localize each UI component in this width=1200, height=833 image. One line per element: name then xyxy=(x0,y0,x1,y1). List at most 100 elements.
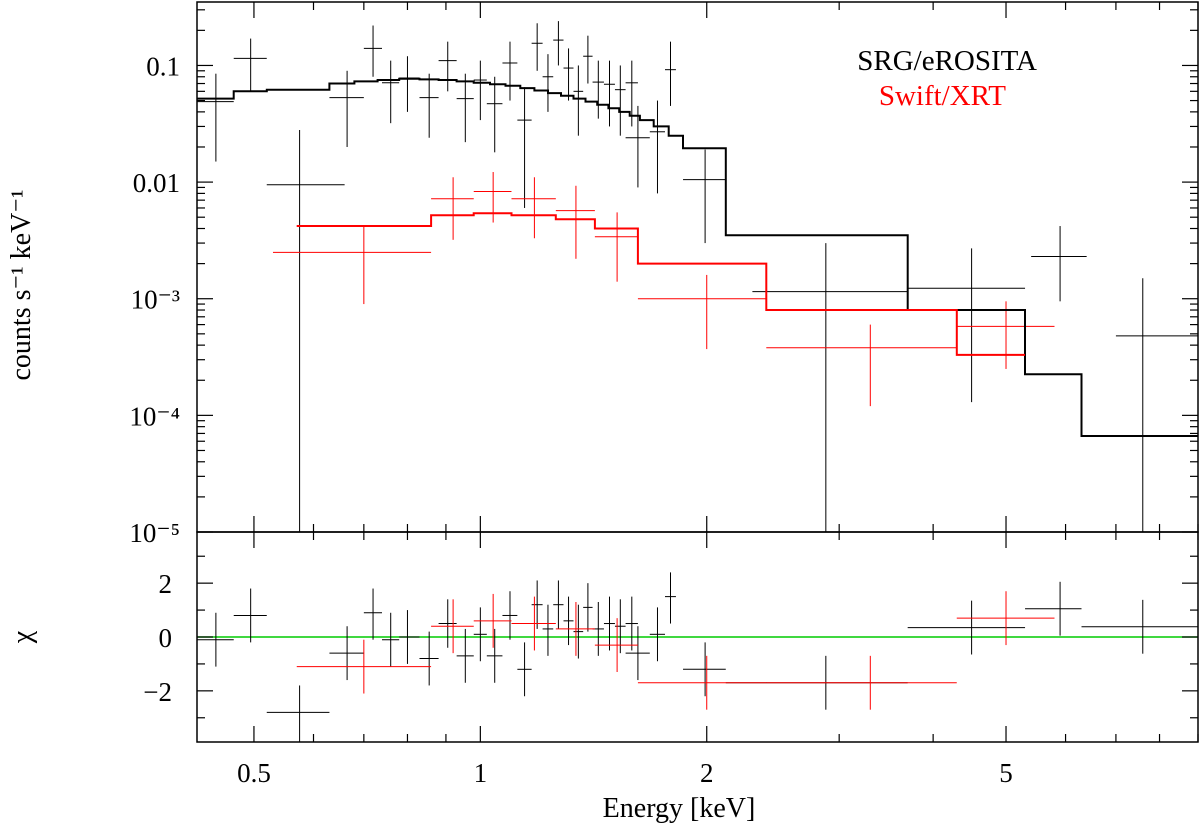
residual-point xyxy=(233,588,267,643)
residual-point xyxy=(956,591,1055,646)
residual-point xyxy=(603,596,615,651)
spectrum-point xyxy=(637,274,767,350)
y-tick-label: 10⁻³ xyxy=(131,285,180,315)
residual-point xyxy=(531,580,543,629)
x-tick-label: 2 xyxy=(700,758,714,788)
spectrum-point xyxy=(272,226,432,305)
spectrum-point xyxy=(594,212,638,282)
y-tick-label: 10⁻⁴ xyxy=(129,401,180,431)
spectrum-point xyxy=(766,324,957,407)
residual-point xyxy=(555,602,595,656)
residual-point xyxy=(766,655,957,710)
y-tick-label: 10⁻⁵ xyxy=(129,518,180,548)
residual-point xyxy=(583,583,593,632)
spectrum-point xyxy=(907,248,1026,403)
spectrum-point xyxy=(399,56,420,112)
residual-point xyxy=(637,655,767,710)
spectrum-panel: 0.1 0.01 10⁻³ 10⁻⁴ 10⁻⁵ xyxy=(129,1,1199,548)
spectrum-point xyxy=(664,41,676,106)
spectrum-point xyxy=(583,35,593,84)
spectrum-point xyxy=(517,87,532,208)
spectrum-point xyxy=(1115,278,1198,532)
residual-point xyxy=(649,607,665,662)
residual-point xyxy=(563,596,574,646)
residual-point xyxy=(573,604,584,659)
spectrum-point xyxy=(266,129,345,532)
spectrum-point xyxy=(1031,226,1087,302)
y-tick-label: 2 xyxy=(159,569,173,599)
residual-point xyxy=(1025,581,1082,636)
residual-point xyxy=(431,599,474,654)
residual-point xyxy=(486,628,503,683)
spectrum-point xyxy=(486,76,503,153)
spectrum-point xyxy=(603,60,615,127)
model-swift-xrt-model xyxy=(296,212,1025,356)
spectrum-point xyxy=(233,38,267,92)
residual-point xyxy=(553,580,564,629)
spectrum-point xyxy=(473,172,512,223)
residual-point xyxy=(197,612,234,667)
spectrum-point xyxy=(625,105,650,188)
residual-point xyxy=(329,626,364,681)
spectrum-point xyxy=(956,301,1055,369)
spectrum-point xyxy=(502,41,518,101)
residual-point xyxy=(1081,599,1198,654)
residual-point xyxy=(664,572,676,624)
spectrum-point xyxy=(419,73,439,138)
residuals-panel: 0.5 1 2 5 2 0 −2 xyxy=(143,2,1199,788)
residual-point xyxy=(419,631,439,686)
spectrum-point xyxy=(438,41,457,92)
residual-point xyxy=(517,642,532,697)
residual-point xyxy=(907,600,1026,655)
x-tick-label: 0.5 xyxy=(237,758,271,788)
spectrum-point xyxy=(431,177,474,240)
spectrum-point xyxy=(614,65,626,136)
y-tick-label: −2 xyxy=(143,677,172,707)
spectrum-point xyxy=(381,60,400,124)
residual-point xyxy=(473,607,487,662)
residual-point xyxy=(625,596,638,651)
residual-point xyxy=(473,593,512,648)
spectrum-point xyxy=(752,243,908,532)
spectrum-point xyxy=(456,73,474,143)
spectrum-point xyxy=(197,73,234,162)
residual-point xyxy=(266,685,330,742)
x-axis-title: Energy [keV] xyxy=(603,793,756,824)
residual-point xyxy=(625,626,650,681)
residual-point xyxy=(542,604,554,656)
spectrum-point xyxy=(563,48,574,101)
spectrum-point xyxy=(553,21,564,66)
x-tick-label: 1 xyxy=(474,758,488,788)
residual-point xyxy=(296,639,432,694)
spectrum-point xyxy=(683,149,726,244)
legend-erosita: SRG/eROSITA xyxy=(857,45,1037,77)
residual-point xyxy=(363,588,382,640)
spectrum-point xyxy=(649,100,665,194)
spectrum-point xyxy=(363,25,382,77)
residual-point xyxy=(438,599,457,648)
y-axis-title-top: counts s⁻¹ keV⁻¹ xyxy=(6,190,37,381)
spectrum-point xyxy=(542,54,554,112)
residual-point xyxy=(399,610,420,664)
spectrum-point xyxy=(555,185,595,259)
y-tick-label: 0 xyxy=(159,623,173,653)
y-axis-title-bottom: χ xyxy=(7,630,38,644)
x-tick-label: 5 xyxy=(999,758,1013,788)
residual-point xyxy=(502,591,518,640)
spectrum-point xyxy=(511,177,556,239)
residual-point xyxy=(381,612,400,667)
residual-point xyxy=(456,628,474,683)
y-tick-label: 0.01 xyxy=(133,168,180,198)
residual-point xyxy=(594,618,638,672)
spectrum-point xyxy=(531,23,543,71)
y-tick-label: 0.1 xyxy=(146,51,180,81)
residual-point xyxy=(683,642,726,697)
spectrum-data xyxy=(197,21,1198,532)
legend-swift-xrt: Swift/XRT xyxy=(879,80,1006,112)
spectrum-point xyxy=(473,60,487,121)
model-srg-erosita-model xyxy=(197,77,1198,437)
residual-data xyxy=(197,572,1198,742)
residual-point xyxy=(511,596,556,651)
spectrum-point xyxy=(592,60,604,119)
